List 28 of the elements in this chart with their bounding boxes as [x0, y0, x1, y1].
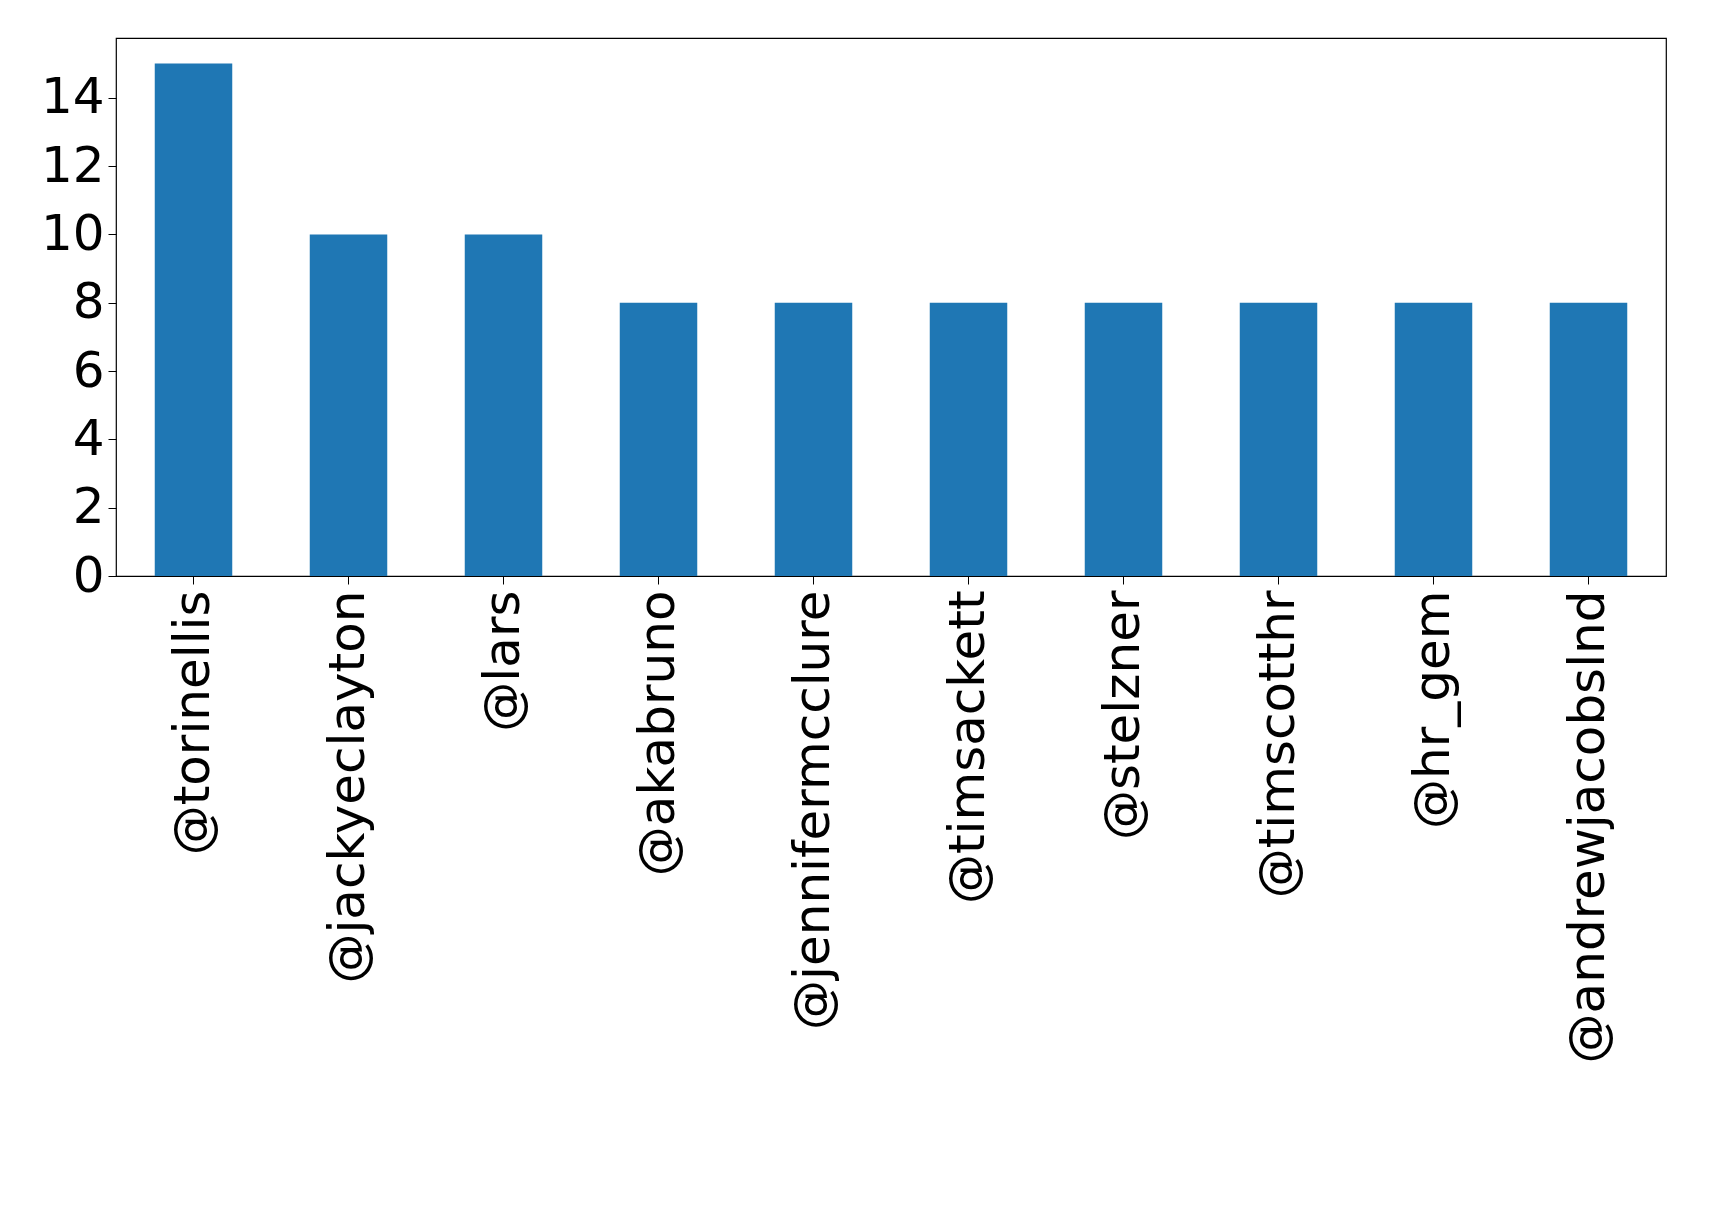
bar — [154, 63, 233, 576]
y-tick-label: 12 — [40, 135, 105, 194]
bar — [464, 234, 543, 576]
y-tick-label: 2 — [72, 477, 105, 536]
x-tick-label: @timsackett — [937, 590, 996, 905]
bar — [929, 302, 1008, 576]
bar — [309, 234, 388, 576]
y-tick-label: 8 — [72, 272, 105, 331]
bar — [1549, 302, 1628, 576]
x-tick-label: @andrewjacobslnd — [1557, 590, 1616, 1064]
x-tick-label: @hr_gem — [1402, 590, 1461, 829]
x-tick-label: @akabruno — [627, 590, 686, 877]
bar — [1084, 302, 1163, 576]
x-tick-label: @jackyeclayton — [317, 590, 376, 984]
y-tick-label: 4 — [72, 408, 105, 467]
x-tick-label: @jennifermcclure — [782, 590, 841, 1030]
y-tick-label: 0 — [72, 545, 105, 604]
x-tick-label: @torinellis — [162, 590, 221, 856]
x-tick-label: @lars — [472, 590, 531, 732]
bar — [619, 302, 698, 576]
bar — [1394, 302, 1473, 576]
y-tick-label: 14 — [40, 67, 105, 126]
y-tick-label: 6 — [72, 340, 105, 399]
x-tick-label: @stelzner — [1092, 590, 1151, 841]
x-tick-label: @timscotthr — [1247, 590, 1306, 899]
bar — [774, 302, 853, 576]
bar — [1239, 302, 1318, 576]
y-tick-label: 10 — [40, 203, 105, 262]
